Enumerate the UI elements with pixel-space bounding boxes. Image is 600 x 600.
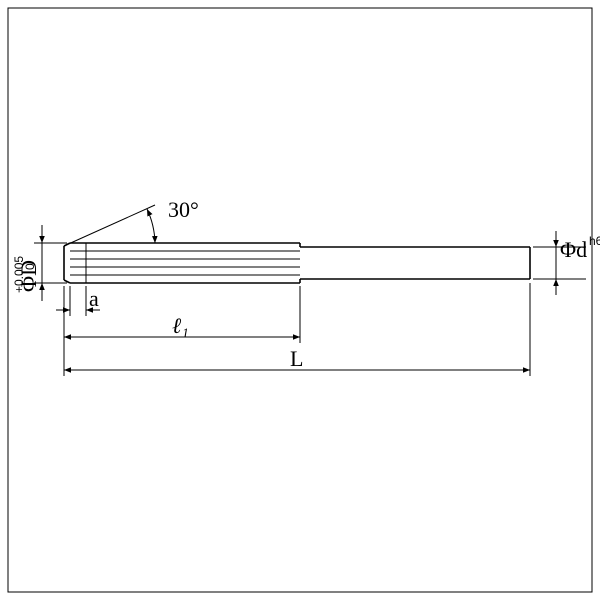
dim-a: a <box>56 286 100 316</box>
phi-d-label: Φd <box>560 237 587 262</box>
chamfer-angle: 30° <box>64 197 199 246</box>
angle-label: 30° <box>168 197 199 222</box>
d-tol-label: h6 <box>589 234 600 248</box>
a-label: a <box>89 286 99 311</box>
dim-phi-d: Φd h6 <box>533 231 600 295</box>
dim-L: L <box>64 283 530 376</box>
dim-l1: ℓ₁ <box>64 286 300 343</box>
L-label: L <box>290 346 303 371</box>
tol-lower: 0 <box>23 263 37 270</box>
dim-phi-D: ΦD +0.005 0 <box>12 225 67 301</box>
reamer-body <box>64 243 530 283</box>
technical-drawing: 30° ΦD +0.005 0 Φd h6 a <box>0 0 600 600</box>
l1-label: ℓ₁ <box>172 313 189 338</box>
tol-upper: +0.005 <box>12 256 26 293</box>
